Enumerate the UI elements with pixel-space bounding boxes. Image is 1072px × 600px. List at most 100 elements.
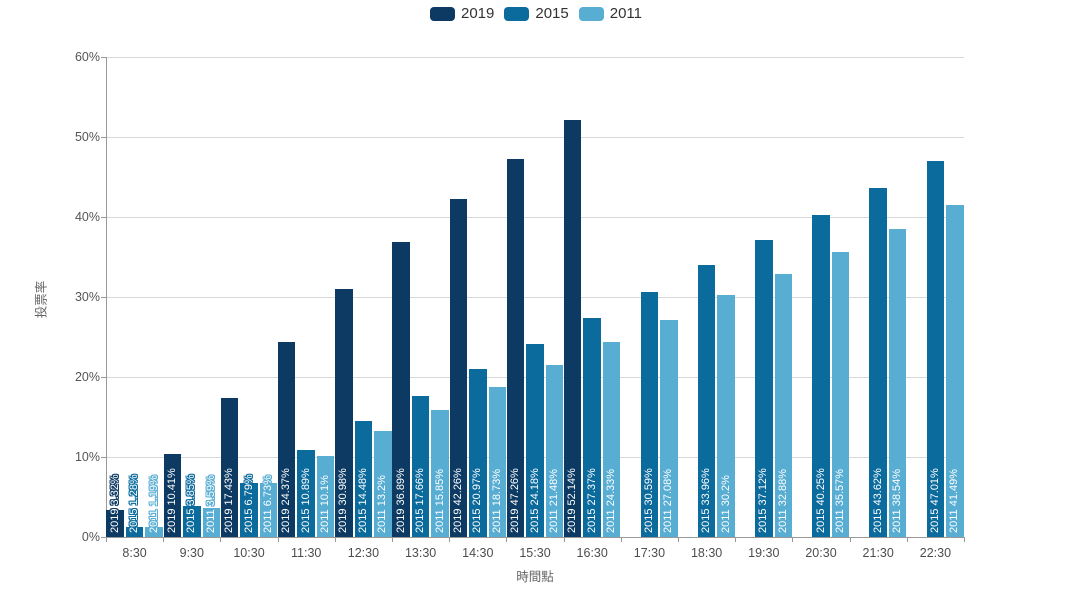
y-axis-tick xyxy=(101,457,106,458)
x-tick-label: 18:30 xyxy=(690,546,723,560)
bar-2011-12:30[interactable] xyxy=(374,431,392,537)
chart-legend: 2019 2015 2011 xyxy=(0,5,1072,22)
bar-2011-8:30[interactable] xyxy=(145,527,163,537)
y-gridline xyxy=(106,137,964,138)
bar-2015-15:30[interactable] xyxy=(526,343,544,537)
x-axis-tick xyxy=(106,537,107,542)
bar-2011-13:30[interactable] xyxy=(431,410,449,537)
y-axis-tick xyxy=(101,377,106,378)
bar-2019-15:30[interactable] xyxy=(506,158,525,537)
bar-2011-14:30[interactable] xyxy=(488,387,507,537)
x-tick-label: 20:30 xyxy=(805,546,837,560)
y-axis-tick xyxy=(101,137,106,138)
x-tick-label: 11:30 xyxy=(291,546,322,560)
y-tick-label: 50% xyxy=(74,130,100,144)
bar-2011-16:30[interactable] xyxy=(602,342,621,537)
legend-swatch-2019 xyxy=(429,6,455,21)
x-axis-tick xyxy=(449,537,451,542)
bar-label-2011-8:30: 2011 1.19% xyxy=(147,475,160,533)
x-axis-tick xyxy=(163,537,165,542)
legend-label-2015[interactable]: 2015 xyxy=(535,5,569,22)
y-axis-title: 投票率 xyxy=(34,280,49,319)
y-axis-tick xyxy=(101,537,106,538)
x-axis-tick xyxy=(620,537,622,542)
y-gridline xyxy=(106,57,964,58)
bar-2011-20:30[interactable] xyxy=(831,252,850,537)
x-axis-tick xyxy=(563,537,565,542)
x-tick-label: 21:30 xyxy=(862,546,894,560)
bar-2015-21:30[interactable] xyxy=(869,188,887,537)
bar-2019-14:30[interactable] xyxy=(449,198,468,537)
y-tick-label: 30% xyxy=(74,290,100,304)
legend-item-2019[interactable]: 2019 xyxy=(429,5,495,22)
bar-2015-20:30[interactable] xyxy=(812,215,830,537)
bar-2015-17:30[interactable] xyxy=(640,292,659,537)
y-tick-label: 60% xyxy=(74,50,100,64)
x-axis-tick xyxy=(906,537,908,542)
x-tick-label: 17:30 xyxy=(633,546,666,560)
x-axis-tick xyxy=(849,537,851,542)
bar-2015-11:30[interactable] xyxy=(297,449,315,537)
bar-2019-11:30[interactable] xyxy=(277,342,296,537)
bar-2019-12:30[interactable] xyxy=(335,289,353,537)
x-axis-title: 時間點 xyxy=(516,570,554,584)
bar-2015-16:30[interactable] xyxy=(583,318,601,537)
bar-2015-9:30[interactable] xyxy=(183,506,201,537)
bar-2015-22:30[interactable] xyxy=(926,160,945,537)
x-tick-label: 9:30 xyxy=(179,546,204,560)
x-tick-label: 15:30 xyxy=(519,546,551,560)
x-tick-label: 13:30 xyxy=(404,546,437,560)
x-tick-label: 8:30 xyxy=(122,546,147,560)
bar-2011-21:30[interactable] xyxy=(888,228,907,537)
x-tick-label: 22:30 xyxy=(919,546,952,560)
bar-2015-10:30[interactable] xyxy=(240,482,258,537)
legend-label-2019[interactable]: 2019 xyxy=(460,5,495,22)
bar-2011-22:30[interactable] xyxy=(946,205,964,537)
x-axis-tick xyxy=(506,537,508,542)
bar-label-2015-8:30: 2015 1.28% xyxy=(128,474,141,533)
legend-swatch-2015 xyxy=(504,6,530,21)
y-axis-tick xyxy=(101,297,106,298)
bar-2019-10:30[interactable] xyxy=(220,397,239,537)
legend-item-2011[interactable]: 2011 xyxy=(578,5,642,22)
bar-2015-12:30[interactable] xyxy=(354,421,373,537)
y-tick-label: 20% xyxy=(74,370,100,384)
bar-2019-16:30[interactable] xyxy=(563,119,582,537)
bar-2019-8:30[interactable] xyxy=(106,510,124,537)
bar-2011-9:30[interactable] xyxy=(202,508,221,537)
y-axis-line xyxy=(106,57,107,537)
x-axis-tick xyxy=(792,537,794,542)
bar-2011-19:30[interactable] xyxy=(774,273,793,537)
x-axis-tick xyxy=(735,537,737,542)
x-tick-label: 14:30 xyxy=(462,546,494,560)
legend-swatch-2011 xyxy=(578,6,604,21)
bar-2019-13:30[interactable] xyxy=(392,241,410,537)
x-tick-label: 19:30 xyxy=(748,546,780,560)
bar-2011-17:30[interactable] xyxy=(660,320,678,537)
bar-2011-18:30[interactable] xyxy=(717,295,735,537)
bar-2019-9:30[interactable] xyxy=(163,453,182,537)
x-axis-line xyxy=(106,537,965,538)
x-axis-tick xyxy=(678,537,679,542)
legend-item-2015[interactable]: 2015 xyxy=(504,5,569,22)
y-tick-label: 10% xyxy=(74,450,100,464)
bar-2015-18:30[interactable] xyxy=(697,265,716,537)
bar-2011-15:30[interactable] xyxy=(545,365,564,537)
x-axis-tick xyxy=(334,537,336,542)
bar-2015-19:30[interactable] xyxy=(755,240,773,537)
x-tick-label: 16:30 xyxy=(576,546,608,560)
bar-2015-14:30[interactable] xyxy=(469,369,487,537)
x-tick-label: 10:30 xyxy=(233,546,265,560)
legend-label-2011[interactable]: 2011 xyxy=(609,5,642,22)
x-axis-tick xyxy=(964,537,965,542)
x-axis-tick xyxy=(220,537,222,542)
y-tick-label: 40% xyxy=(74,210,100,224)
bar-2011-10:30[interactable] xyxy=(259,483,278,537)
bar-2015-13:30[interactable] xyxy=(411,395,430,537)
bar-2011-11:30[interactable] xyxy=(316,456,335,537)
y-gridline xyxy=(106,297,964,298)
bar-2015-8:30[interactable] xyxy=(125,526,144,537)
y-axis-tick xyxy=(101,217,106,218)
x-axis-tick xyxy=(392,537,393,542)
